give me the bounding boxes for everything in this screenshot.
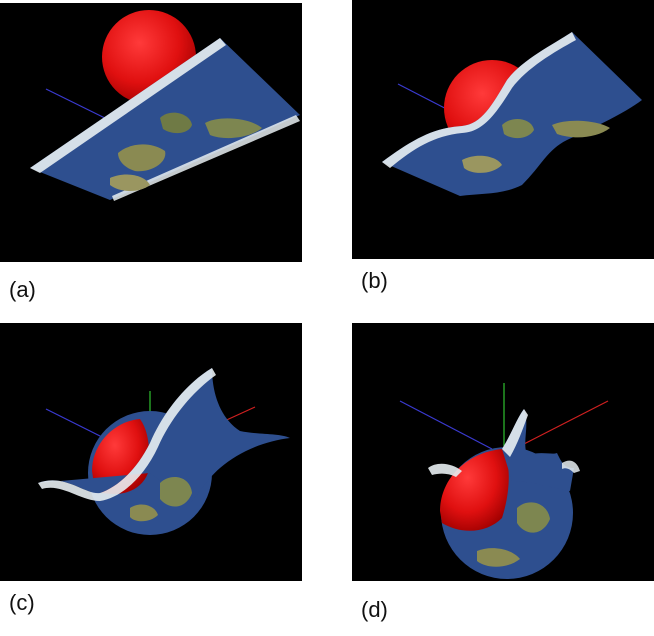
x-axis-line	[521, 400, 609, 446]
ice-edge	[428, 463, 462, 477]
ice-edge	[30, 38, 226, 173]
land-mass	[552, 120, 610, 138]
ice-edge	[38, 368, 216, 501]
panel-a-scene	[30, 10, 300, 201]
land-mass	[462, 155, 502, 173]
ice-edge	[562, 460, 580, 473]
land-mass	[205, 118, 262, 139]
panel-a-render	[0, 3, 302, 262]
panel-a-label: (a)	[9, 277, 36, 302]
ice-edge-bottom	[112, 115, 300, 201]
land-mass	[130, 504, 158, 522]
panel-c-label: (c)	[9, 590, 35, 615]
panel-b-scene	[382, 32, 642, 196]
land-mass	[160, 477, 192, 507]
panel-d-label: (d)	[361, 597, 388, 622]
land-mass	[517, 502, 550, 533]
wrapping-earth-sheet	[38, 368, 290, 503]
z-axis-line	[399, 400, 493, 450]
land-mass	[118, 144, 166, 172]
panel-b-label: (b)	[361, 268, 388, 293]
land-mass	[110, 174, 150, 191]
panel-d-render	[352, 323, 654, 581]
deforming-earth-sheet	[382, 32, 642, 196]
z-axis-line	[45, 88, 116, 124]
panel-b-render	[352, 0, 654, 259]
land-mass	[502, 118, 534, 139]
panel-c-scene	[38, 368, 290, 535]
panel-d-scene	[399, 383, 609, 579]
ice-edge	[502, 409, 528, 457]
ice-edge	[382, 32, 576, 168]
land-mass	[160, 112, 192, 134]
land-mass	[477, 548, 520, 567]
red-sphere	[440, 449, 509, 531]
panel-c-render	[0, 323, 302, 581]
